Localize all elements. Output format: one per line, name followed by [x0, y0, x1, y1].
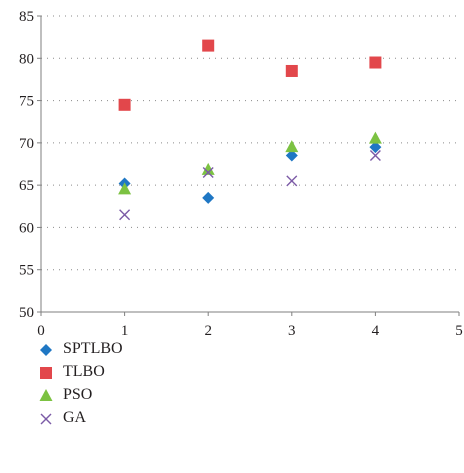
axes: [37, 15, 460, 316]
x-tick-label-3: 3: [288, 323, 296, 339]
point-pso-2: [201, 162, 215, 175]
data-points: [118, 39, 382, 221]
legend-label-sptlbo: SPTLBO: [63, 340, 123, 357]
point-pso-4: [368, 131, 382, 144]
point-tlbo-2: [202, 39, 215, 52]
legend-symbol-pso: [39, 389, 53, 401]
legend-marker-sptlbo: [40, 344, 52, 356]
y-tick-label-50: 50: [19, 305, 34, 321]
legend-marker-pso: [39, 389, 53, 401]
point-sptlbo-4: [369, 141, 382, 154]
point-pso-3: [285, 140, 299, 153]
point-tlbo-4: [369, 56, 382, 69]
tick-labels: 50 55 60 65 70 75 80 85 0 1 2 3 4 5: [19, 9, 463, 339]
point-ga-2: [202, 166, 214, 178]
y-tick-label-55: 55: [19, 263, 34, 279]
x-tick-label-0: 0: [37, 323, 45, 339]
y-tick-label-65: 65: [19, 178, 34, 194]
point-sptlbo-2: [202, 191, 215, 204]
point-tlbo-3: [285, 64, 298, 77]
y-tick-label-75: 75: [19, 94, 34, 110]
point-pso-1: [118, 182, 132, 195]
legend-symbol-ga: [40, 413, 52, 425]
x-tick-label-5: 5: [455, 323, 463, 339]
legend-label-pso: PSO: [63, 386, 93, 403]
point-sptlbo-3: [285, 149, 298, 162]
legend-marker-ga: [40, 413, 52, 425]
point-tlbo-1: [118, 98, 131, 111]
point-ga-4: [369, 150, 381, 162]
x-tick-label-1: 1: [121, 323, 129, 339]
y-tick-label-85: 85: [19, 9, 34, 25]
gridlines: [41, 15, 459, 271]
x-tick-label-4: 4: [372, 323, 380, 339]
x-tick-label-2: 2: [204, 323, 212, 339]
y-tick-label-60: 60: [19, 220, 34, 236]
legend-label-ga: GA: [63, 409, 87, 426]
point-ga-3: [286, 175, 298, 187]
point-ga-1: [119, 209, 131, 221]
y-tick-label-80: 80: [19, 51, 34, 67]
legend-symbol-tlbo: [40, 367, 52, 379]
legend-marker-tlbo: [40, 367, 52, 379]
y-tick-label-70: 70: [19, 136, 34, 152]
legend-label-tlbo: TLBO: [63, 363, 105, 380]
legend-symbol-sptlbo: [40, 344, 52, 356]
